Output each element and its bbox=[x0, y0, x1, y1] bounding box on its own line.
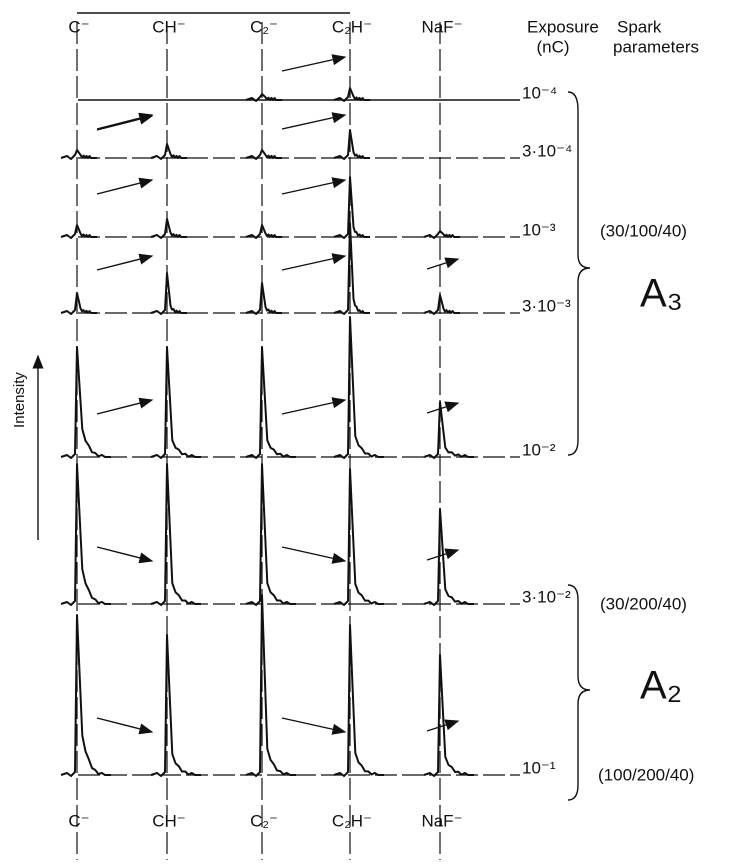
arrow bbox=[426, 548, 460, 561]
exposure-label: 10⁻⁴ bbox=[522, 83, 557, 102]
column-label: NaF⁻ bbox=[421, 17, 462, 36]
spark-subheader: parameters bbox=[613, 37, 699, 56]
column-label: C₂⁻ bbox=[250, 17, 278, 36]
traces bbox=[60, 22, 520, 860]
spark-parameter: (30/100/40) bbox=[600, 221, 687, 240]
arrow bbox=[96, 717, 154, 735]
arrow bbox=[96, 397, 154, 415]
arrow bbox=[426, 257, 460, 270]
exposure-label: 3·10⁻⁴ bbox=[522, 141, 572, 160]
arrow bbox=[96, 112, 154, 130]
spectrum-trace bbox=[60, 129, 370, 160]
exposure-label: 10⁻² bbox=[522, 440, 556, 459]
exposure-label: 3·10⁻³ bbox=[522, 296, 571, 315]
arrow bbox=[96, 546, 154, 564]
spectrum-trace bbox=[60, 222, 460, 315]
spectrum-trace bbox=[60, 463, 474, 606]
exposure-unit: (nC) bbox=[536, 37, 569, 56]
arrow bbox=[96, 177, 154, 195]
column-label: CH⁻ bbox=[152, 17, 186, 36]
arrow bbox=[96, 113, 154, 131]
spark-header: Spark bbox=[617, 17, 662, 36]
brace bbox=[567, 584, 591, 801]
spectrum-trace bbox=[60, 316, 474, 459]
column-label: C⁻ bbox=[68, 811, 89, 830]
spectrum-trace bbox=[60, 594, 474, 777]
arrow bbox=[426, 719, 460, 732]
brace bbox=[567, 91, 591, 456]
column-label: C₂H⁻ bbox=[332, 811, 372, 830]
column-label: C₂⁻ bbox=[250, 811, 278, 830]
spectrum-trace bbox=[245, 87, 370, 102]
exposure-header: Exposure bbox=[527, 17, 599, 36]
arrow bbox=[281, 253, 347, 271]
column-label: C₂H⁻ bbox=[332, 17, 372, 36]
arrow bbox=[281, 717, 347, 735]
exposure-label: 10⁻³ bbox=[522, 220, 556, 239]
column-label: NaF⁻ bbox=[421, 811, 462, 830]
y-axis-label: Intensity bbox=[11, 372, 28, 428]
spark-parameter: (30/200/40) bbox=[600, 594, 687, 613]
arrow bbox=[281, 54, 347, 72]
exposure-label: 3·10⁻² bbox=[522, 587, 571, 606]
exposure-label: 10⁻¹ bbox=[522, 758, 556, 777]
spark-parameter: (100/200/40) bbox=[598, 765, 694, 784]
arrow bbox=[281, 177, 347, 195]
arrow bbox=[426, 401, 460, 414]
arrow bbox=[281, 112, 347, 130]
arrow bbox=[281, 546, 347, 564]
group-label: A₂ bbox=[640, 664, 682, 708]
column-label: C⁻ bbox=[68, 17, 89, 36]
arrow bbox=[281, 397, 347, 415]
arrow bbox=[96, 253, 154, 271]
spectrum-trace bbox=[60, 176, 460, 239]
group-label: A₃ bbox=[640, 272, 683, 316]
column-label: CH⁻ bbox=[152, 811, 186, 830]
